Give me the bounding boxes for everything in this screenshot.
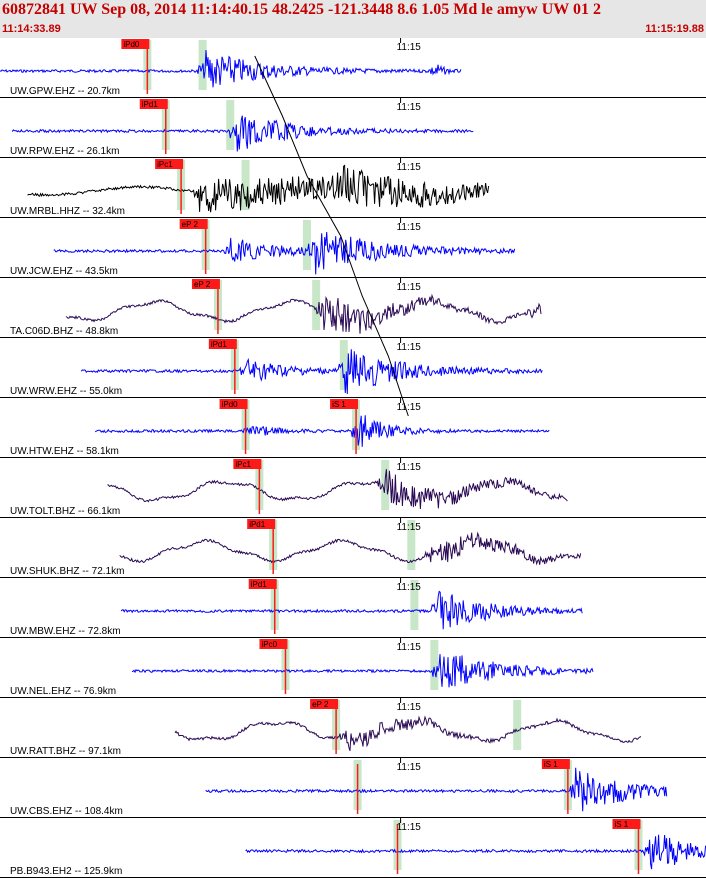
p-pick-box (121, 39, 150, 49)
p-pick-label: iPd0 (123, 40, 140, 49)
p-pick-box (191, 279, 220, 289)
minute-tick-label: 11:15 (397, 822, 422, 833)
p-pick-label: eP 2 (312, 700, 329, 709)
p-pick-box (259, 639, 288, 649)
p-pick-label: iPc1 (235, 460, 251, 469)
s-arrival-bar (226, 100, 235, 150)
station-label: UW.RPW.EHZ -- 26.1km (10, 146, 119, 157)
s-arrival-bar (312, 280, 321, 330)
minute-tick-label: 11:15 (397, 642, 422, 653)
s-pick-label: iS 1 (614, 820, 628, 829)
station-label: UW.WRW.EHZ -- 55.0km (10, 386, 122, 397)
station-label: UW.SHUK.BHZ -- 72.1km (10, 566, 124, 577)
station-label: PB.B943.EH2 -- 125.9km (10, 866, 122, 877)
station-label: UW.GPW.EHZ -- 20.7km (10, 86, 120, 97)
waveform-trace (27, 164, 490, 213)
p-pick-box (155, 159, 184, 169)
p-pick-box (247, 519, 276, 529)
s-pick-label: iS 1 (544, 760, 558, 769)
minute-tick-label: 11:15 (397, 402, 422, 413)
s-arrival-bar (410, 580, 419, 630)
waveform-trace (65, 293, 542, 334)
p-pick-box (139, 99, 168, 109)
p-pick-box (233, 459, 262, 469)
minute-tick-label: 11:15 (397, 222, 422, 233)
station-label: UW.NEL.EHZ -- 76.9km (10, 686, 116, 697)
s-pick-box (612, 819, 641, 829)
waveform-trace (80, 349, 543, 395)
station-label: TA.C06D.BHZ -- 48.8km (10, 326, 118, 337)
waveform-trace (11, 115, 474, 152)
p-pick-label: iPd1 (251, 580, 268, 589)
waveform-trace (107, 469, 568, 510)
p-pick-label: iPc0 (261, 640, 277, 649)
waveform-trace (174, 715, 642, 751)
waveform-trace (53, 231, 516, 275)
header-bar: 60872841 UW Sep 08, 2014 11:14:40.15 48.… (0, 0, 706, 38)
s-arrival-bar (339, 340, 348, 390)
waveform-trace (119, 531, 582, 566)
s-arrival-bar (430, 640, 439, 690)
p-pick-box (219, 399, 248, 409)
station-label: UW.TOLT.BHZ -- 66.1km (10, 506, 120, 517)
s-arrival-bar (407, 520, 416, 570)
waveform-trace (245, 834, 706, 870)
p-pick-box (310, 699, 339, 709)
station-label: UW.JCW.EHZ -- 43.5km (10, 266, 118, 277)
minute-tick-label: 11:15 (397, 42, 422, 53)
p-pick-label: eP 2 (194, 280, 211, 289)
s-arrival-bar (513, 700, 522, 750)
station-label: UW.CBS.EHZ -- 108.4km (10, 806, 123, 817)
s-arrival-bar (241, 160, 250, 210)
p-pick-label: iPd1 (142, 100, 159, 109)
p-pick-label: iPd0 (222, 400, 239, 409)
s-pick-box (541, 759, 570, 769)
minute-tick-label: 11:15 (397, 162, 422, 173)
p-pick-label: iPd1 (249, 520, 266, 529)
waveform-trace (0, 49, 462, 88)
s-pick-box (330, 399, 359, 409)
minute-tick-label: 11:15 (397, 762, 422, 773)
station-label: UW.HTW.EHZ -- 58.1km (10, 446, 119, 457)
minute-tick-label: 11:15 (397, 102, 422, 113)
s-pick-label: iS 1 (332, 400, 346, 409)
station-label: UW.RATT.BHZ -- 97.1km (10, 746, 121, 757)
p-pick-box (179, 219, 208, 229)
travel-time-curve (254, 55, 409, 417)
p-pick-label: eP 2 (182, 220, 199, 229)
p-pick-label: iPd1 (211, 340, 228, 349)
p-pick-label: iPc1 (157, 160, 173, 169)
seismogram-plot: iPd0 11:15 UW.GPW.EHZ -- 20.7km iPd1 11:15 UW… (0, 38, 706, 878)
minute-tick-label: 11:15 (397, 582, 422, 593)
end-time: 11:15:19.88 (645, 23, 704, 35)
waveform-trace (205, 767, 668, 812)
waveform-trace (131, 654, 594, 688)
p-pick-box (208, 339, 237, 349)
start-time: 11:14:33.89 (2, 23, 61, 35)
minute-tick-label: 11:15 (397, 282, 422, 293)
station-label: UW.MRBL.HHZ -- 32.4km (10, 206, 125, 217)
minute-tick-label: 11:15 (397, 462, 422, 473)
s-arrival-bar (302, 220, 311, 270)
event-title: 60872841 UW Sep 08, 2014 11:14:40.15 48.… (2, 1, 601, 18)
waveform-trace (94, 415, 550, 447)
p-pick-box (248, 579, 277, 589)
minute-tick-label: 11:15 (397, 522, 422, 533)
waveform-trace (120, 590, 583, 630)
minute-tick-label: 11:15 (397, 702, 422, 713)
minute-tick-label: 11:15 (397, 342, 422, 353)
station-label: UW.MBW.EHZ -- 72.8km (10, 626, 121, 637)
